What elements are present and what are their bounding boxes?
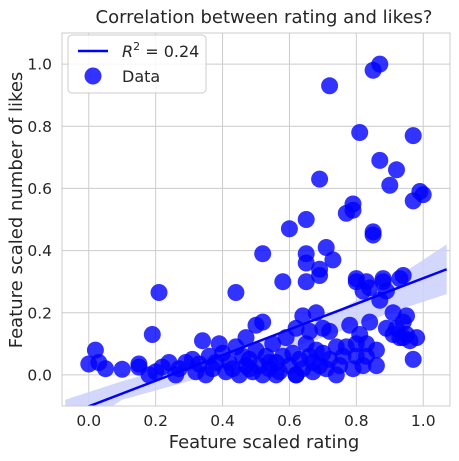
data-point — [364, 223, 382, 241]
plot-frame — [61, 32, 451, 407]
data-point — [297, 273, 315, 291]
data-point — [113, 360, 131, 378]
data-point — [227, 284, 245, 301]
data-point — [307, 304, 325, 322]
legend-label-data: Data — [122, 67, 160, 86]
data-point — [260, 354, 278, 371]
y-axis-label: Feature scaled number of likes — [6, 72, 27, 349]
data-point — [264, 335, 282, 353]
data-point — [287, 366, 305, 384]
data-point — [408, 329, 426, 347]
data-point — [317, 239, 335, 256]
data-point — [143, 326, 161, 343]
x-tick-label: 0.0 — [76, 412, 101, 430]
confidence-band-layer — [65, 244, 447, 406]
y-tick-label: 0.2 — [27, 304, 52, 322]
data-point — [367, 341, 385, 359]
data-point — [367, 357, 385, 375]
y-tick-label: 0.8 — [27, 118, 52, 136]
data-point — [97, 360, 114, 378]
y-tick-labels: 0.0 0.2 0.4 0.6 0.8 1.0 — [27, 56, 52, 385]
confidence-band — [65, 244, 447, 406]
data-point — [294, 307, 312, 325]
data-point — [394, 267, 412, 284]
y-tick-label: 0.0 — [27, 366, 52, 384]
data-point — [404, 350, 422, 368]
data-point — [398, 307, 415, 325]
data-point — [237, 329, 255, 347]
data-point — [297, 245, 315, 263]
data-point — [388, 161, 405, 179]
y-tick-label: 0.6 — [27, 180, 52, 198]
data-point — [371, 55, 389, 73]
data-point — [311, 170, 329, 188]
data-point — [287, 319, 305, 337]
plot-area — [61, 32, 451, 407]
data-point — [324, 251, 342, 269]
data-point — [381, 176, 399, 194]
legend-label-fit: R2 = 0.24 — [122, 40, 199, 61]
data-point — [297, 211, 315, 228]
x-axis-label: Feature scaled rating — [169, 432, 360, 453]
data-point — [377, 282, 395, 300]
x-tick-label: 0.4 — [210, 412, 235, 430]
data-point — [404, 127, 422, 145]
data-point — [240, 360, 258, 378]
data-point — [254, 313, 272, 331]
data-point — [321, 77, 339, 95]
data-point — [311, 260, 329, 278]
data-point — [361, 279, 379, 297]
legend-box — [67, 34, 207, 94]
data-point — [274, 273, 292, 291]
x-tick-label: 0.6 — [277, 412, 302, 430]
data-point — [371, 151, 389, 169]
legend-marker-swatch — [84, 67, 102, 85]
data-point — [344, 195, 362, 213]
data-point — [267, 366, 285, 384]
data-point — [351, 124, 369, 141]
legend: R2 = 0.24 Data — [67, 34, 207, 94]
chart-title: Correlation between rating and likes? — [96, 7, 433, 28]
y-tick-label: 1.0 — [27, 56, 52, 74]
data-point — [194, 332, 211, 350]
data-points — [80, 55, 432, 384]
data-point — [150, 284, 168, 301]
data-point — [414, 186, 432, 204]
data-point — [321, 322, 339, 340]
data-point — [280, 220, 298, 238]
x-tick-label: 1.0 — [411, 412, 436, 430]
y-tick-label: 0.4 — [27, 242, 52, 260]
data-point — [361, 313, 379, 331]
data-point — [254, 245, 272, 263]
x-tick-labels: 0.0 0.2 0.4 0.6 0.8 1.0 — [76, 412, 435, 430]
x-tick-label: 0.8 — [344, 412, 369, 430]
data-point — [301, 322, 318, 340]
x-tick-label: 0.2 — [143, 412, 168, 430]
